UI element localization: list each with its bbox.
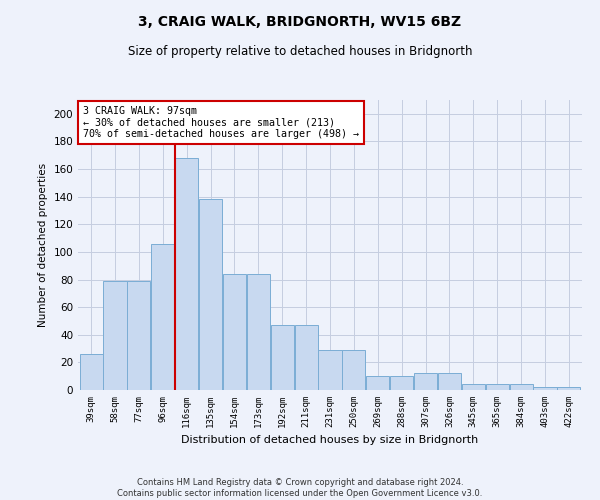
Bar xyxy=(462,384,485,390)
Bar xyxy=(509,384,533,390)
Bar xyxy=(557,387,580,390)
Bar xyxy=(175,158,198,390)
Bar xyxy=(485,384,509,390)
Text: Contains HM Land Registry data © Crown copyright and database right 2024.
Contai: Contains HM Land Registry data © Crown c… xyxy=(118,478,482,498)
Bar xyxy=(438,374,461,390)
Bar xyxy=(247,274,270,390)
Bar xyxy=(414,374,437,390)
Bar xyxy=(319,350,341,390)
Bar xyxy=(366,376,389,390)
Bar xyxy=(127,281,151,390)
Text: 3, CRAIG WALK, BRIDGNORTH, WV15 6BZ: 3, CRAIG WALK, BRIDGNORTH, WV15 6BZ xyxy=(139,15,461,29)
X-axis label: Distribution of detached houses by size in Bridgnorth: Distribution of detached houses by size … xyxy=(181,436,479,446)
Text: Size of property relative to detached houses in Bridgnorth: Size of property relative to detached ho… xyxy=(128,45,472,58)
Bar xyxy=(343,350,365,390)
Y-axis label: Number of detached properties: Number of detached properties xyxy=(38,163,48,327)
Bar xyxy=(295,325,317,390)
Bar xyxy=(199,200,222,390)
Bar xyxy=(533,387,557,390)
Text: 3 CRAIG WALK: 97sqm
← 30% of detached houses are smaller (213)
70% of semi-detac: 3 CRAIG WALK: 97sqm ← 30% of detached ho… xyxy=(83,106,359,139)
Bar xyxy=(390,376,413,390)
Bar xyxy=(151,244,175,390)
Bar xyxy=(80,354,103,390)
Bar xyxy=(223,274,246,390)
Bar xyxy=(103,281,127,390)
Bar xyxy=(271,325,294,390)
